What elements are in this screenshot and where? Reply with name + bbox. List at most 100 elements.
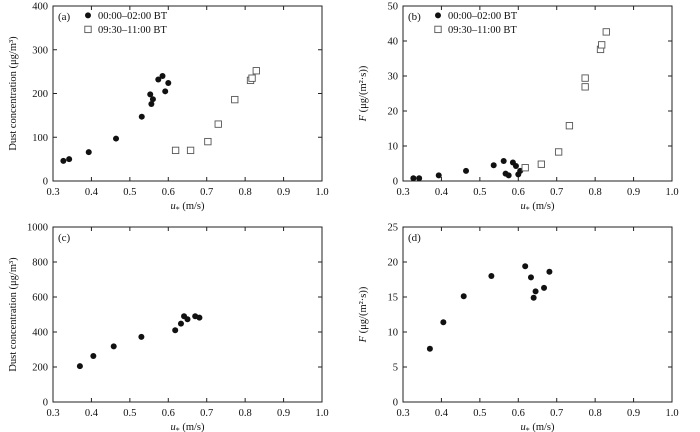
x-tick-label: 0.5 (123, 408, 136, 419)
x-axis-symbol: u (520, 422, 525, 432)
data-point-filled-circle (184, 316, 191, 323)
panel-a: 0.3 0.4 0.5 0.6 0.7 0.8 0.9 1.0 0 100 200 300 400 (a)… (8, 2, 329, 215)
data-point-filled-circle (440, 319, 447, 326)
plot-frame (52, 226, 323, 403)
legend-marker-open-square (84, 25, 92, 34)
data-point-open-square (186, 146, 195, 155)
panel-d: 0.3 0.4 0.5 0.6 0.7 0.8 0.9 1.0 0 5 10 15 20 25 (d) u* … (358, 223, 679, 432)
data-point-filled-circle (530, 294, 537, 301)
data-point-filled-circle (138, 333, 145, 340)
data-point-filled-circle (155, 76, 162, 83)
x-tick-label: 1.0 (315, 408, 328, 419)
legend-label: 09:30–11:00 BT (98, 25, 167, 36)
data-point-filled-circle (66, 156, 73, 163)
y-axis-unit: (μg/(m²·s)) (358, 65, 369, 115)
x-axis-subscript: * (176, 205, 180, 214)
x-tick-label: 0.4 (435, 187, 449, 198)
x-tick-label: 0.5 (123, 187, 136, 198)
data-point-filled-circle (426, 345, 433, 352)
data-point-filled-circle (500, 158, 507, 165)
x-axis-unit: (m/s) (180, 422, 205, 432)
data-point-open-square (252, 67, 260, 75)
x-tick-label: 0.8 (239, 187, 252, 198)
x-tick-label: 0.3 (46, 187, 59, 198)
legend-marker-filled-circle (435, 12, 441, 19)
x-tick-label: 0.7 (200, 408, 213, 419)
x-tick-label: 0.9 (277, 187, 290, 198)
data-point-filled-circle (172, 327, 179, 334)
y-tick-label: 100 (32, 133, 48, 144)
y-tick-label: 0 (393, 398, 398, 409)
data-point-filled-circle (76, 363, 83, 370)
legend-marker-filled-circle (85, 12, 91, 19)
y-tick-label: 400 (32, 328, 48, 339)
x-axis-label: u* (m/s) (520, 201, 555, 214)
panel-tag: (b) (408, 11, 421, 23)
data-point-filled-circle (490, 162, 497, 169)
data-point-filled-circle (505, 172, 512, 179)
y-tick-label: 50 (388, 2, 399, 13)
legend: 00:00–02:00 BT 09:30–11:00 BT (84, 11, 168, 36)
y-tick-label: 30 (388, 72, 399, 83)
y-axis-label: Dust concentration (μg/m³) (8, 257, 19, 372)
panel-tag: (d) (408, 232, 421, 244)
x-tick-label: 0.4 (85, 187, 99, 198)
y-tick-label: 600 (32, 293, 48, 304)
panel-tag: (c) (58, 232, 71, 244)
data-point-filled-circle (147, 91, 154, 98)
data-point-filled-circle (512, 162, 519, 169)
y-tick-label: 25 (388, 223, 399, 234)
x-tick-label: 0.8 (589, 408, 602, 419)
y-tick-label: 0 (393, 177, 398, 188)
y-tick-label: 0 (43, 177, 48, 188)
data-point-open-square (204, 137, 212, 146)
y-tick-label: 1000 (27, 223, 48, 234)
x-tick-label: 0.4 (435, 408, 449, 419)
x-tick-label: 0.5 (473, 408, 486, 419)
data-point-filled-circle (85, 149, 92, 156)
data-point-filled-circle (113, 135, 120, 142)
y-axis-label: Dust concentration (μg/m³) (8, 36, 19, 151)
y-tick-label: 800 (32, 258, 48, 269)
y-tick-label: 10 (388, 328, 399, 339)
x-axis-subscript: * (526, 426, 530, 432)
data-point-filled-circle (196, 314, 203, 321)
x-axis-unit: (m/s) (530, 422, 555, 432)
x-axis-subscript: * (526, 205, 530, 214)
data-point-open-square (248, 74, 256, 82)
x-tick-label: 0.3 (396, 187, 409, 198)
data-point-filled-circle (149, 96, 156, 103)
data-point-open-square (521, 164, 529, 172)
x-tick-label: 0.8 (589, 187, 602, 198)
x-tick-label: 0.3 (396, 408, 409, 419)
x-tick-label: 0.3 (46, 408, 59, 419)
y-tick-label: 10 (388, 142, 399, 153)
y-tick-label: 400 (32, 2, 48, 13)
data-point-filled-circle (162, 88, 169, 95)
x-tick-label: 1.0 (665, 187, 678, 198)
x-tick-label: 0.6 (162, 187, 175, 198)
data-point-filled-circle (110, 343, 117, 350)
y-tick-label: 40 (388, 37, 399, 48)
data-point-open-square (581, 74, 589, 82)
legend-marker-open-square (434, 25, 442, 34)
data-point-filled-circle (488, 273, 495, 279)
data-point-open-square (554, 148, 563, 156)
y-axis-unit: (μg/(m²·s)) (358, 286, 369, 336)
x-tick-label: 1.0 (315, 187, 328, 198)
x-tick-label: 0.9 (627, 408, 640, 419)
panel-c: 0.3 0.4 0.5 0.6 0.7 0.8 0.9 1.0 0 200 400 600 800 100… (8, 223, 329, 432)
panel-tag: (a) (58, 11, 71, 23)
data-point-filled-circle (177, 320, 184, 327)
data-point-open-square (565, 122, 574, 130)
x-tick-label: 0.6 (512, 408, 525, 419)
y-tick-label: 15 (388, 293, 399, 304)
data-point-filled-circle (522, 263, 529, 270)
data-point-filled-circle (416, 175, 423, 182)
data-point-filled-circle (90, 352, 97, 359)
data-point-filled-circle (435, 172, 442, 179)
x-axis-symbol: u (520, 201, 525, 212)
panel-b: 0.3 0.4 0.5 0.6 0.7 0.8 0.9 1.0 0 10 20 30 40 50 (b) u*… (358, 2, 679, 215)
y-tick-label: 5 (393, 363, 398, 374)
plot-frame (52, 5, 323, 182)
